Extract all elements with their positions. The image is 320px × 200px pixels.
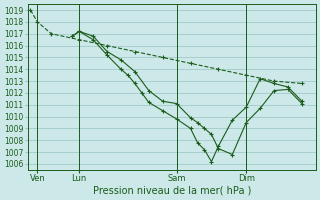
X-axis label: Pression niveau de la mer( hPa ): Pression niveau de la mer( hPa ) [92, 186, 251, 196]
